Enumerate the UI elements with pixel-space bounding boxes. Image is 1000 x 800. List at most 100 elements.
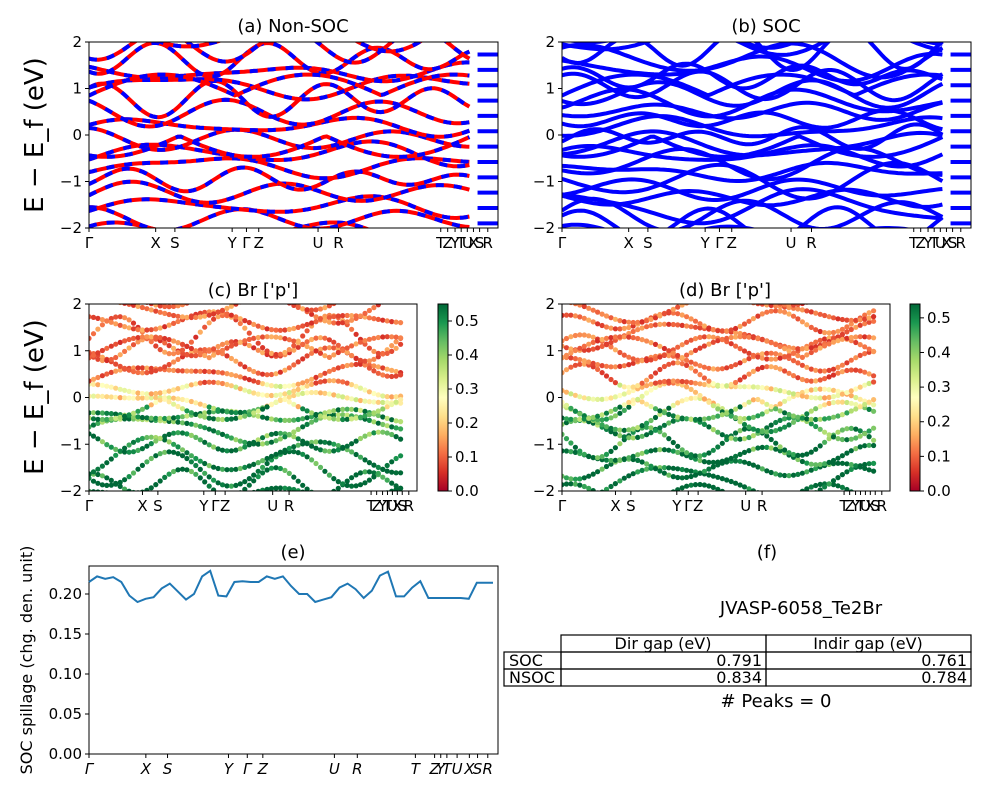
band-line [562,78,944,110]
projection-point [336,502,341,507]
x-tick-label: R [483,760,493,778]
projection-point [661,465,668,471]
projection-point [724,383,730,389]
projection-point [706,334,712,340]
projection-point [255,437,261,443]
projection-point [317,390,324,396]
projection-point [268,465,275,471]
band-line [89,134,471,159]
projection-point [188,345,194,352]
projection-point [228,483,234,489]
projection-point [144,434,150,441]
y-tick-label: 0.05 [49,705,82,723]
projection-point [122,492,127,497]
projection-point [242,375,248,381]
projection-point [715,338,721,344]
projection-point [126,345,132,351]
projection-point [568,289,573,294]
projection-point [595,455,601,461]
projection-point [652,356,659,362]
projection-point [157,335,163,341]
projection-point [599,454,605,460]
projection-point [193,348,199,354]
x-tick-label: R [956,234,966,252]
projection-point [746,334,752,340]
projection-point [782,354,788,360]
projection-point [866,310,872,316]
x-tick-label: U [740,497,751,515]
projection-point [139,414,145,421]
projection-point [371,399,377,405]
projection-point [162,335,168,342]
projection-point [612,445,619,451]
projection-point [228,448,234,454]
projection-point [117,448,123,454]
projection-point [733,384,739,390]
projection-point [635,298,640,303]
projection-point [313,348,319,354]
projection-point [741,348,748,354]
projection-point [666,298,671,303]
projection-point [635,396,641,402]
projection-point [706,399,712,405]
projection-point [291,444,297,450]
projection-point [197,423,203,429]
projection-point [86,297,91,302]
projection-point [804,416,810,422]
projection-point [790,391,797,397]
projection-point [144,365,150,371]
projection-point [862,401,868,408]
projection-point [871,460,877,466]
projection-point [286,347,292,353]
projection-point [255,334,261,341]
projection-point [621,384,627,390]
projection-point [652,447,659,453]
projection-point [193,400,199,406]
projection-point [826,415,832,421]
projection-point [246,463,252,469]
projection-point [692,395,699,401]
projection-point [581,304,587,310]
projection-point [300,451,306,457]
projection-point [211,477,217,483]
projection-point [657,313,663,319]
projection-point [706,450,712,456]
projection-point [688,379,694,386]
projection-point [282,367,288,373]
projection-point [157,397,163,403]
projection-point [857,368,863,374]
projection-point [799,304,805,307]
projection-point [380,474,386,480]
projection-point [595,309,601,315]
projection-point [746,486,752,491]
projection-point [362,362,368,368]
projection-point [148,339,154,345]
projection-point [684,379,690,385]
projection-point [242,338,248,344]
projection-point [839,326,846,332]
projection-point [202,324,208,330]
projection-point [144,334,150,340]
projection-point [603,313,610,319]
projection-point [773,446,779,452]
projection-point [697,392,703,399]
projection-point [135,466,141,472]
projection-point [246,336,252,342]
projection-point [568,312,574,318]
projection-point [719,366,725,372]
projection-point [277,383,283,390]
projection-point [813,386,819,392]
projection-point [153,453,159,459]
projection-point [692,347,699,353]
projection-point [871,397,877,403]
projection-point [300,406,306,412]
projection-point [612,481,619,487]
x-tick-label: T [456,234,467,252]
projection-point [219,370,226,376]
projection-point [99,482,105,488]
projection-point [741,321,748,327]
projection-point [621,434,627,440]
projection-point [817,377,823,383]
projection-point [273,392,279,398]
projection-point [282,417,288,423]
